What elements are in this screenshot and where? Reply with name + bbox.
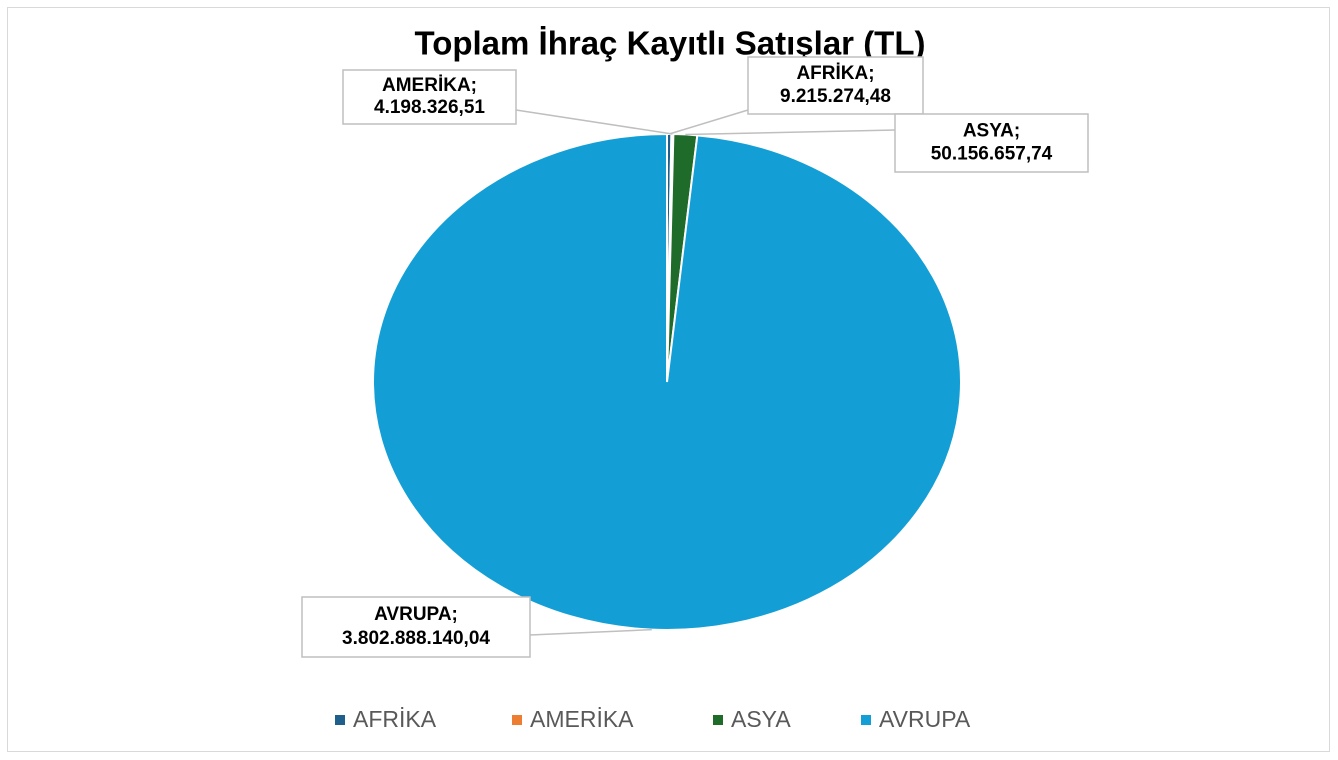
pie-slice — [372, 132, 962, 631]
data-label-box — [894, 113, 1089, 173]
data-label: AFRİKA; — [796, 63, 874, 84]
data-label-separator: ; — [471, 75, 477, 96]
legend-label: AFRİKA — [353, 706, 437, 732]
data-label-box — [747, 56, 924, 115]
leader-line — [529, 628, 652, 636]
data-label: ASYA; — [963, 120, 1020, 141]
data-label-value: 3.802.888.140,04 — [342, 628, 490, 649]
legend-label: AMERİKA — [530, 706, 634, 732]
data-label-separator: ; — [1014, 120, 1020, 141]
data-label: AMERİKA; — [382, 75, 477, 96]
data-label-box — [301, 596, 531, 658]
legend-marker — [713, 715, 723, 725]
data-label-value: 4.198.326,51 — [374, 97, 485, 118]
legend-marker — [861, 715, 871, 725]
data-label-separator: ; — [452, 604, 458, 625]
data-label-category: AMERİKA — [382, 75, 471, 96]
data-label-box — [342, 69, 517, 125]
data-label-separator: ; — [868, 63, 874, 84]
data-label-category: AFRİKA — [796, 63, 868, 84]
chart-title: Toplam İhraç Kayıtlı Satışlar (TL) — [414, 25, 925, 62]
data-label: AVRUPA; — [374, 604, 458, 625]
leader-line — [515, 109, 673, 135]
data-label-value: 50.156.657,74 — [931, 144, 1053, 165]
leader-line — [685, 129, 896, 136]
legend-marker — [512, 715, 522, 725]
legend-marker — [335, 715, 345, 725]
data-label-category: ASYA — [963, 120, 1014, 141]
data-label-value: 9.215.274,48 — [780, 86, 891, 107]
legend-label: ASYA — [731, 706, 791, 732]
leader-line — [668, 109, 749, 135]
legend-label: AVRUPA — [879, 706, 971, 732]
data-label-category: AVRUPA — [374, 604, 452, 625]
